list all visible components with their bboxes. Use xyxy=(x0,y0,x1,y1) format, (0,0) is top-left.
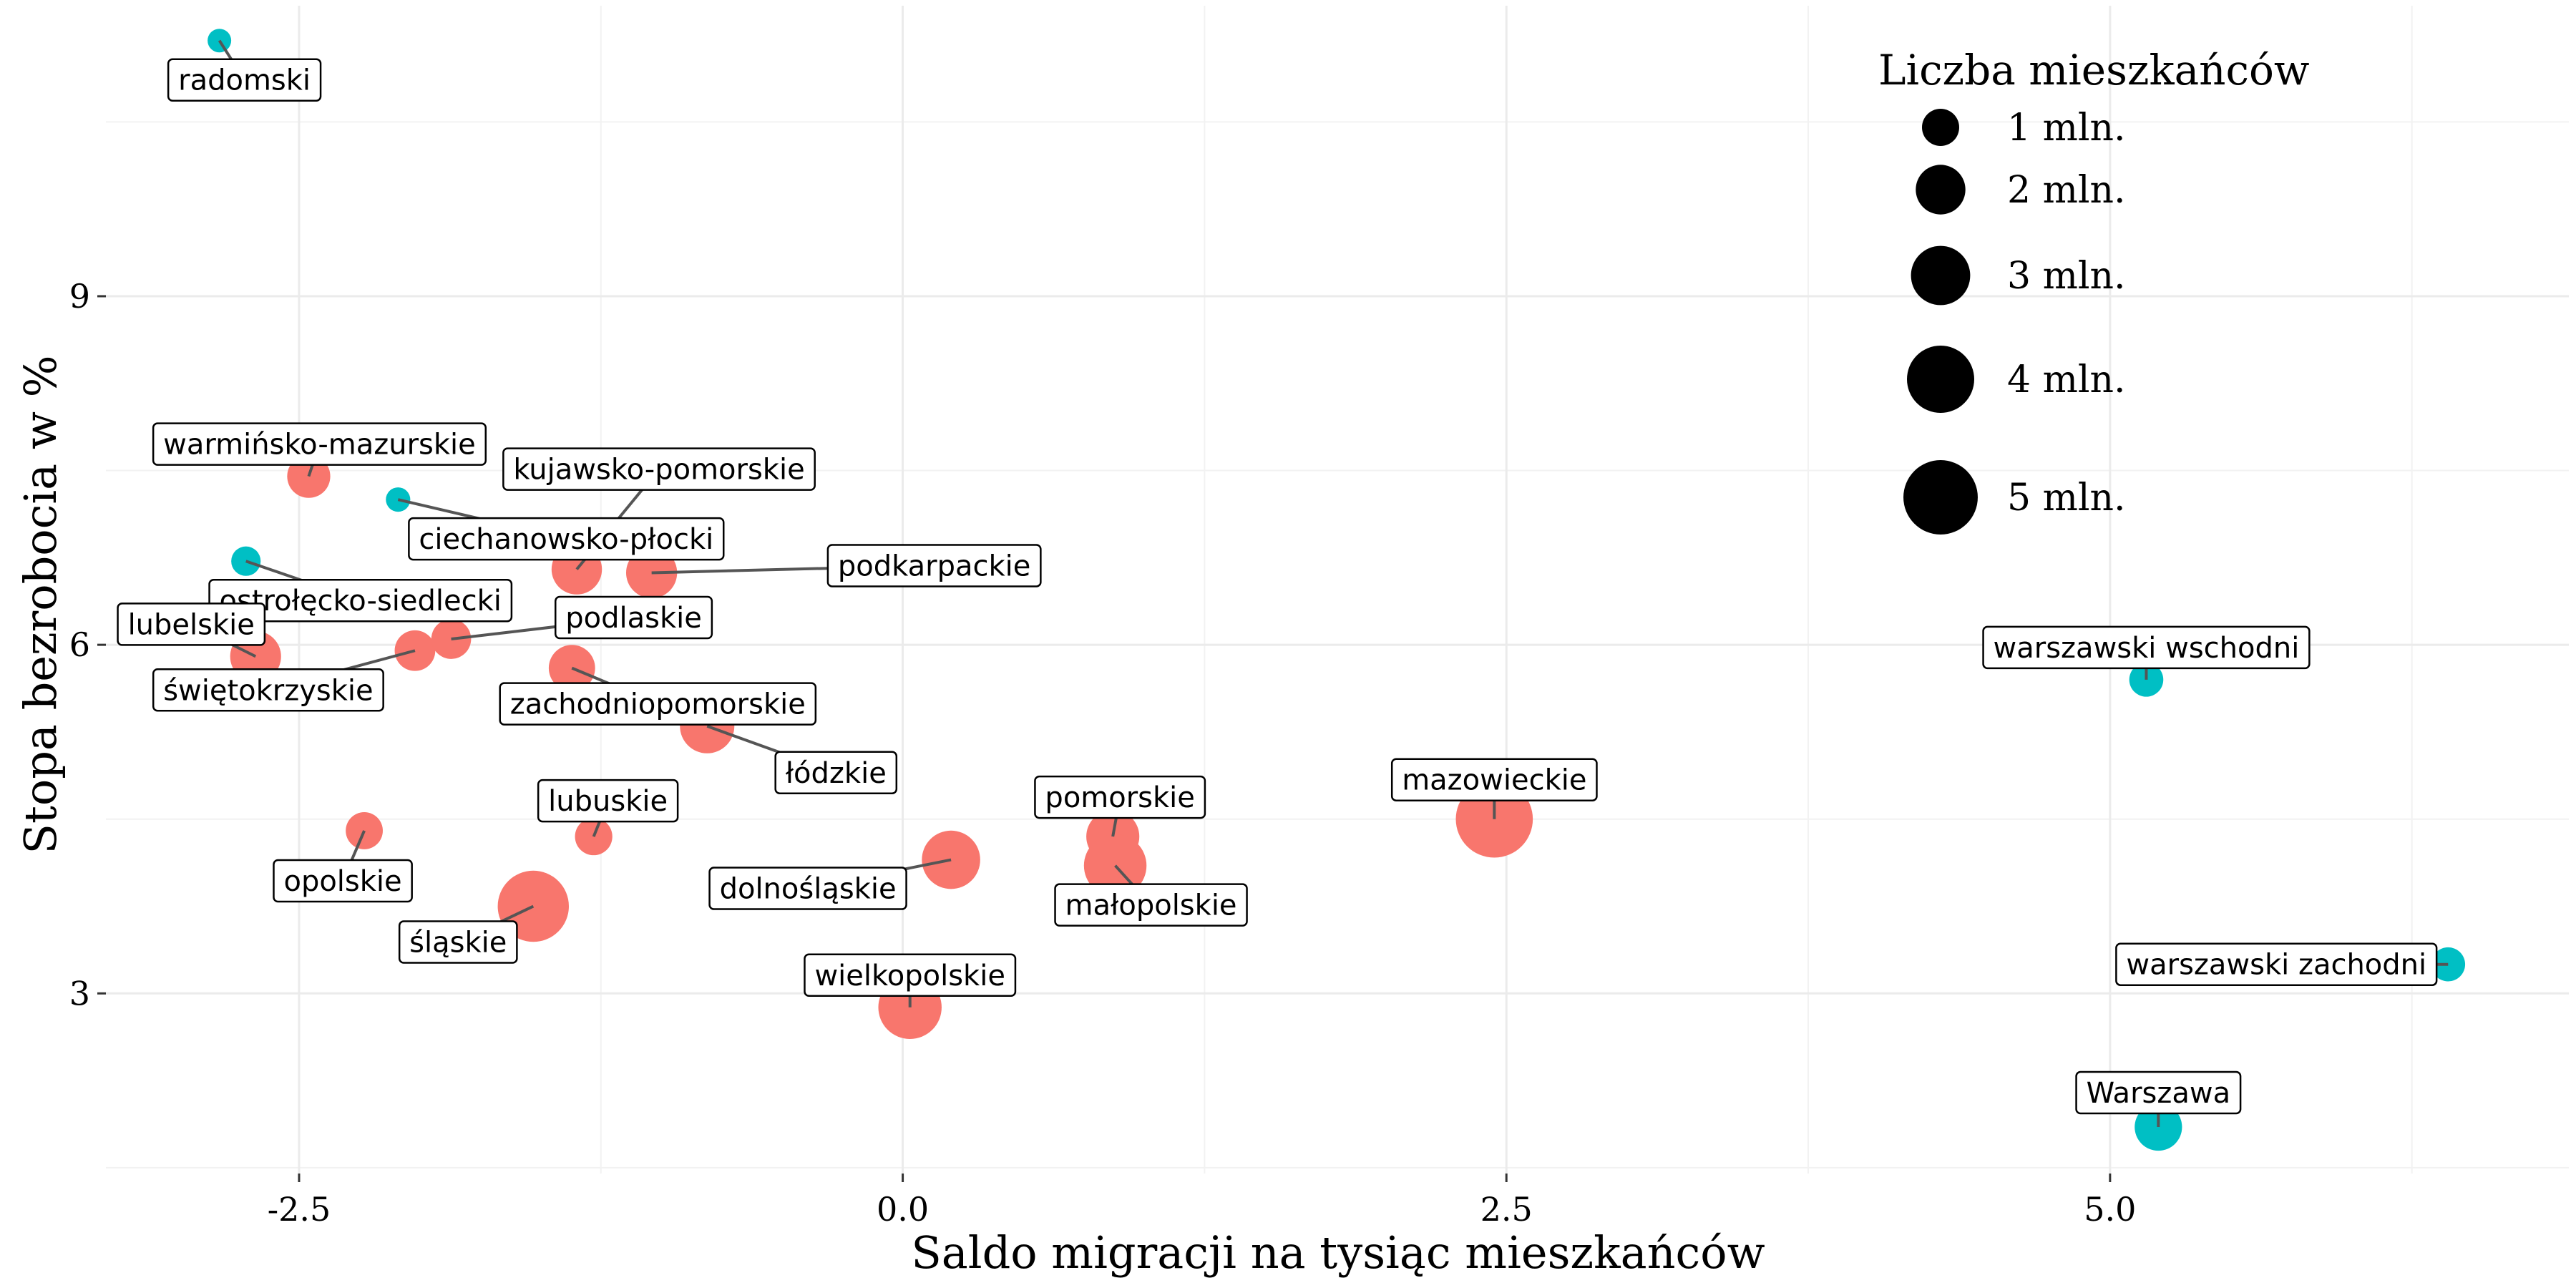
data-label: warszawski zachodni xyxy=(2115,942,2438,986)
point-label: mazowieckie xyxy=(1402,764,1586,797)
point-label: zachodniopomorskie xyxy=(510,688,806,721)
legend-entry-label: 2 mln. xyxy=(2007,169,2126,212)
data-label: zachodniopomorskie xyxy=(499,682,817,726)
label-box xyxy=(502,447,816,491)
data-label: opolskie xyxy=(273,859,413,903)
data-label: łódzkie xyxy=(774,751,898,795)
data-label: pomorskie xyxy=(1034,775,1206,819)
label-box xyxy=(537,779,679,823)
data-label: warszawski wschodni xyxy=(1982,625,2311,670)
point-label: świętokrzyskie xyxy=(163,674,373,707)
data-label: podlaskie xyxy=(555,595,713,640)
x-axis-title: Saldo migracji na tysiąc mieszkańców xyxy=(911,1226,1765,1279)
point-label: łódzkie xyxy=(786,757,887,790)
label-box xyxy=(208,578,513,623)
legend-entry-label: 1 mln. xyxy=(2007,107,2126,150)
label-box xyxy=(2115,942,2438,986)
point-label: ostrołęcko-siedlecki xyxy=(220,585,502,618)
point-label: lubuskie xyxy=(548,785,668,818)
point-label: warszawski wschodni xyxy=(1994,632,2300,665)
data-labels: radomski warmińsko-mazurskie ciechanowsko-… xyxy=(117,39,2449,1128)
point-label: małopolskie xyxy=(1065,889,1237,922)
point-label: śląskie xyxy=(409,927,507,960)
legend-title: Liczba mieszkańców xyxy=(1878,46,2310,94)
point-label: kujawsko-pomorskie xyxy=(513,454,804,487)
data-point xyxy=(386,487,411,512)
legend-entry-label: 5 mln. xyxy=(2007,477,2126,519)
data-label: radomski xyxy=(167,58,322,102)
label-box xyxy=(499,682,817,726)
point-label: podlaskie xyxy=(565,602,702,635)
data-label: śląskie xyxy=(398,920,518,964)
data-label: podkarpackie xyxy=(826,544,1042,587)
label-box xyxy=(152,422,487,466)
label-box xyxy=(826,544,1042,587)
y-axis-title: Stopa bezrobocia w % xyxy=(14,355,67,854)
legend: Liczba mieszkańców 1 mln. 2 mln. 3 mln. 4 ml… xyxy=(1878,46,2310,535)
x-tick-label: 0.0 xyxy=(877,1190,929,1229)
point-label: warszawski zachodni xyxy=(2126,949,2426,982)
point-label: dolnośląskie xyxy=(720,873,897,906)
legend-size-key xyxy=(1907,346,1974,413)
x-tick-label: -2.5 xyxy=(268,1190,331,1229)
label-box xyxy=(1034,775,1206,819)
label-box xyxy=(398,920,518,964)
point-label: lubelskie xyxy=(128,608,255,641)
data-label: małopolskie xyxy=(1054,883,1248,927)
data-label: wielkopolskie xyxy=(804,953,1017,997)
point-label: wielkopolskie xyxy=(814,960,1005,992)
label-box xyxy=(2075,1070,2242,1115)
x-tick-label: 5.0 xyxy=(2084,1190,2136,1229)
data-label: ciechanowsko-płocki xyxy=(408,517,725,561)
x-tick-label: 2.5 xyxy=(1480,1190,1533,1229)
point-label: ciechanowsko-płocki xyxy=(419,523,713,556)
label-box xyxy=(1054,883,1248,927)
y-tick-label: 3 xyxy=(69,974,90,1013)
data-label: lubelskie xyxy=(117,602,266,646)
label-box xyxy=(117,602,266,646)
data-label: świętokrzyskie xyxy=(152,668,384,712)
data-label: Warszawa xyxy=(2075,1070,2242,1115)
label-box xyxy=(708,867,907,910)
data-label: mazowieckie xyxy=(1390,758,1598,801)
label-box xyxy=(1390,758,1598,801)
point-label: warmińsko-mazurskie xyxy=(163,429,476,462)
data-label: ostrołęcko-siedlecki xyxy=(208,578,513,623)
label-box xyxy=(408,517,725,561)
legend-size-key xyxy=(1916,165,1966,215)
axes: -2.5 0.0 2.5 5.0 3 6 9 xyxy=(69,277,2137,1229)
legend-size-key xyxy=(1911,245,1971,306)
y-tick-label: 9 xyxy=(69,277,90,316)
y-tick-label: 6 xyxy=(69,625,90,664)
point-label: radomski xyxy=(178,64,311,97)
label-box xyxy=(152,668,384,712)
data-label: dolnośląskie xyxy=(708,867,907,910)
legend-size-key xyxy=(1903,460,1978,535)
point-label: Warszawa xyxy=(2087,1077,2231,1110)
legend-size-key xyxy=(1922,109,1959,146)
data-point xyxy=(231,546,261,576)
point-label: opolskie xyxy=(283,865,401,898)
label-box xyxy=(774,751,898,795)
data-label: kujawsko-pomorskie xyxy=(502,447,816,491)
label-box xyxy=(1982,625,2311,670)
legend-entry-label: 4 mln. xyxy=(2007,358,2126,401)
data-label: lubuskie xyxy=(537,779,679,823)
label-box xyxy=(555,595,713,640)
point-label: podkarpackie xyxy=(838,550,1030,582)
point-label: pomorskie xyxy=(1045,781,1194,814)
label-boxes: radomski warmińsko-mazurskie ciechanowsko-… xyxy=(117,58,2438,1115)
data-point xyxy=(346,812,383,849)
label-box xyxy=(167,58,322,102)
label-box xyxy=(804,953,1017,997)
data-label: warmińsko-mazurskie xyxy=(152,422,487,466)
legend-entry-label: 3 mln. xyxy=(2007,255,2126,298)
label-box xyxy=(273,859,413,903)
